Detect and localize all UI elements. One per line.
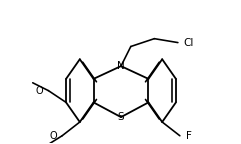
Text: O: O — [50, 131, 57, 141]
Text: F: F — [186, 131, 192, 141]
Text: Cl: Cl — [184, 38, 194, 48]
Text: O: O — [36, 86, 44, 96]
Text: N: N — [117, 61, 125, 71]
Text: S: S — [118, 112, 124, 122]
